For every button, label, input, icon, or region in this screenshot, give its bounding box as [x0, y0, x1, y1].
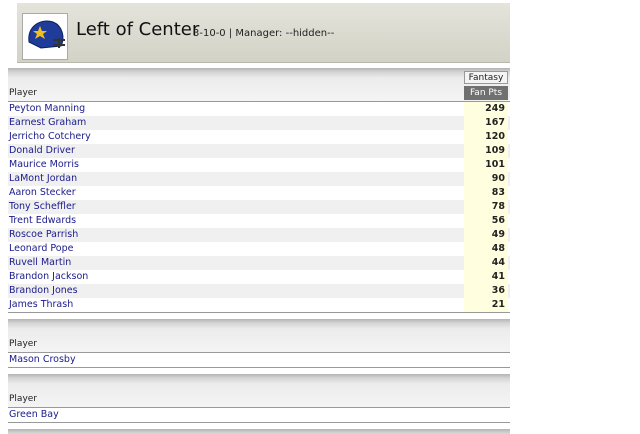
row-bg [8, 353, 510, 367]
player-link[interactable]: Jerricho Cotchery [9, 131, 91, 142]
row-bg [8, 102, 510, 116]
team-header [17, 3, 510, 63]
points-cell [464, 186, 508, 200]
points-cell [464, 270, 508, 284]
row-bg [8, 158, 510, 172]
player-link[interactable]: Leonard Pope [9, 243, 74, 254]
fan-points: 41 [491, 271, 505, 282]
player-link[interactable]: Earnest Graham [9, 117, 87, 128]
player-link[interactable]: Brandon Jones [9, 285, 78, 296]
player-link[interactable]: Peyton Manning [9, 103, 86, 114]
team-title: Left of Center [76, 19, 200, 40]
points-cell [464, 242, 508, 256]
points-cell [464, 102, 508, 116]
row-bg [8, 228, 510, 242]
section-bar [8, 429, 510, 434]
table-bottom [8, 312, 510, 313]
player-link[interactable]: Tony Scheffler [9, 201, 76, 212]
row-bg [8, 298, 510, 312]
section-header [8, 374, 510, 408]
section-header [8, 68, 510, 102]
row-bg [8, 144, 510, 158]
row-bg [8, 242, 510, 256]
fan-points: 78 [491, 201, 505, 212]
player-link[interactable]: Aaron Stecker [9, 187, 76, 198]
section-header [8, 319, 510, 353]
fan-points: 101 [485, 159, 505, 170]
points-cell [464, 256, 508, 270]
fan-points: 21 [491, 299, 505, 310]
player-link[interactable]: Brandon Jackson [9, 271, 89, 282]
points-cell [464, 228, 508, 242]
row-bg [8, 408, 510, 422]
fan-points: 36 [491, 285, 505, 296]
group-header: Fantasy [464, 71, 508, 84]
player-link[interactable]: Trent Edwards [9, 215, 77, 226]
table-bottom [8, 367, 510, 368]
row-bg [8, 130, 510, 144]
team-logo [22, 13, 68, 60]
points-cell [464, 130, 508, 144]
points-cell [464, 116, 508, 130]
player-link[interactable]: Donald Driver [9, 145, 75, 156]
fan-points: 120 [485, 131, 505, 142]
fan-points: 90 [491, 173, 505, 184]
fan-points: 56 [491, 215, 505, 226]
player-link[interactable]: Roscoe Parrish [9, 229, 79, 240]
row-bg [8, 256, 510, 270]
points-cell [464, 172, 508, 186]
player-link[interactable]: Mason Crosby [9, 354, 76, 365]
row-bg [8, 172, 510, 186]
player-link[interactable]: Maurice Morris [9, 159, 79, 170]
fan-points: 48 [491, 243, 505, 254]
points-cell [464, 284, 508, 298]
fan-points: 167 [485, 117, 505, 128]
row-bg [8, 200, 510, 214]
points-cell [464, 298, 508, 312]
team-record: 3-10-0 | Manager: --hidden-- [193, 28, 335, 39]
fan-points: 83 [491, 187, 505, 198]
fan-points: 109 [485, 145, 505, 156]
player-link[interactable]: Ruvell Martin [9, 257, 72, 268]
points-cell [464, 158, 508, 172]
helmet-icon [28, 20, 65, 49]
column-header: Player [9, 394, 38, 404]
row-bg [8, 284, 510, 298]
points-cell [464, 144, 508, 158]
column-header: Player [9, 88, 38, 98]
player-link[interactable]: James Thrash [9, 299, 74, 310]
column-header: Player [9, 339, 38, 349]
points-cell [464, 214, 508, 228]
fan-points: 49 [491, 229, 505, 240]
player-link[interactable]: Green Bay [9, 409, 59, 420]
column-header: Fan Pts [464, 86, 508, 100]
row-bg [8, 116, 510, 130]
row-bg [8, 186, 510, 200]
player-link[interactable]: LaMont Jordan [9, 173, 78, 184]
points-cell [464, 200, 508, 214]
row-bg [8, 270, 510, 284]
row-bg [8, 214, 510, 228]
table-bottom [8, 422, 510, 423]
fan-points: 249 [485, 103, 505, 114]
fan-points: 44 [491, 257, 505, 268]
